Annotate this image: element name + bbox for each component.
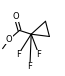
Text: F: F: [27, 62, 32, 71]
Text: O: O: [12, 12, 19, 21]
Text: F: F: [37, 50, 41, 59]
Text: F: F: [16, 50, 21, 59]
Text: O: O: [6, 35, 12, 44]
